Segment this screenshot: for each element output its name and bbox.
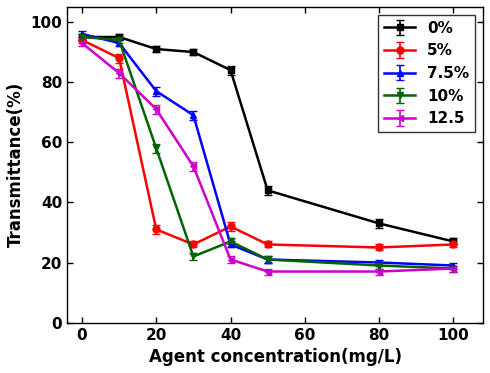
X-axis label: Agent concentration(mg/L): Agent concentration(mg/L): [148, 348, 402, 366]
Y-axis label: Transmittance(%): Transmittance(%): [7, 82, 25, 247]
Legend: 0%, 5%, 7.5%, 10%, 12.5: 0%, 5%, 7.5%, 10%, 12.5: [378, 15, 475, 132]
